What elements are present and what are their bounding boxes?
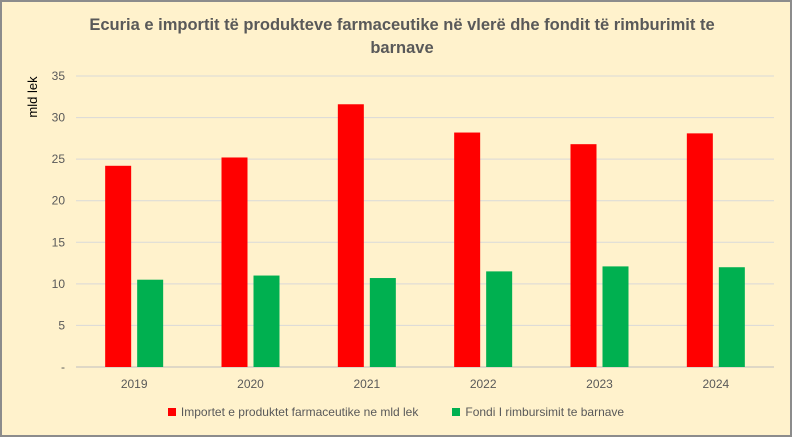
y-tick-label: 30: [52, 111, 66, 125]
bar-fund-2023[interactable]: [602, 266, 629, 367]
x-tick-label: 2021: [353, 377, 380, 391]
x-tick-label: 2024: [702, 377, 729, 391]
legend-item-imports[interactable]: Importet e produktet farmaceutike ne mld…: [167, 405, 419, 419]
chart-legend: Importet e produktet farmaceutike ne mld…: [2, 405, 790, 419]
y-axis-label: mld lek: [25, 76, 40, 118]
x-tick-label: 2020: [237, 377, 264, 391]
y-tick-label: -: [61, 360, 65, 374]
bar-fund-2019[interactable]: [137, 279, 164, 367]
x-tick-label: 2019: [121, 377, 148, 391]
y-tick-label: 5: [58, 318, 65, 332]
bar-imports-2023[interactable]: [570, 144, 597, 367]
x-tick-label: 2023: [586, 377, 613, 391]
bar-imports-2024[interactable]: [686, 133, 713, 367]
bar-fund-2020[interactable]: [253, 275, 280, 367]
legend-item-fund[interactable]: Fondi I rimbursimit te barnave: [452, 405, 624, 419]
legend-swatch-green: [452, 408, 461, 416]
y-tick-label: 25: [52, 152, 66, 166]
bar-imports-2019[interactable]: [105, 165, 132, 367]
bar-fund-2022[interactable]: [486, 271, 513, 367]
chart-title: Ecuria e importit të produkteve farmaceu…: [89, 16, 715, 57]
y-tick-label: 10: [52, 277, 66, 291]
bar-imports-2020[interactable]: [221, 157, 248, 367]
legend-label: Importet e produktet farmaceutike ne mld…: [180, 405, 419, 419]
x-tick-label: 2022: [470, 377, 497, 391]
legend-swatch-red: [167, 408, 176, 416]
y-tick-label: 35: [52, 69, 66, 83]
bar-fund-2021[interactable]: [369, 278, 396, 367]
y-tick-label: 20: [52, 194, 66, 208]
y-tick-label: 15: [52, 235, 66, 249]
bar-imports-2022[interactable]: [454, 132, 481, 367]
bar-fund-2024[interactable]: [718, 267, 745, 367]
bar-imports-2021[interactable]: [337, 104, 364, 368]
legend-label: Fondi I rimbursimit te barnave: [465, 405, 625, 419]
